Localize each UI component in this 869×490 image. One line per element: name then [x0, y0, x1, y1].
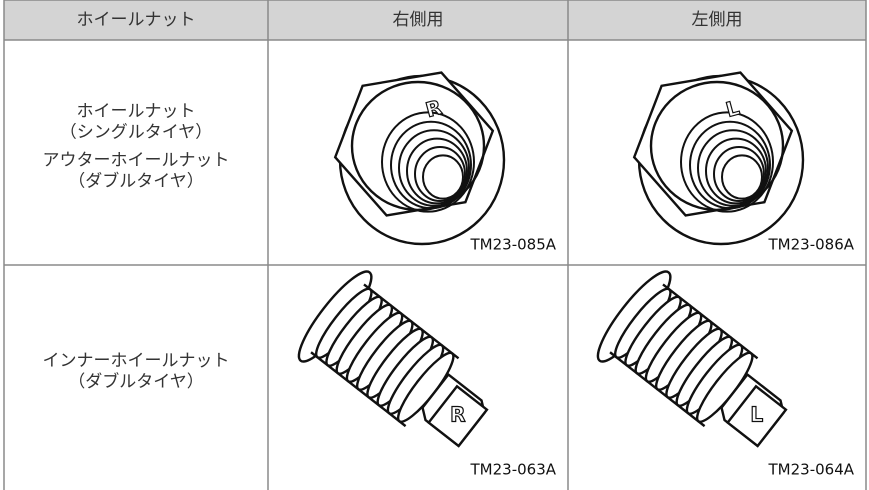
- bolt-edge: [609, 351, 706, 428]
- nut-thread: [406, 137, 468, 205]
- bolt-edge: [363, 283, 460, 360]
- bolt-edge: [310, 351, 407, 428]
- nut-illustration: R: [333, 71, 506, 246]
- bolt-edge: [662, 283, 759, 360]
- row-label: ホイールナット: [77, 102, 196, 122]
- bolt-tip-face: [725, 384, 788, 448]
- bolt-illustration: R: [297, 270, 489, 448]
- row-label: （シングルタイヤ）: [60, 123, 213, 143]
- nut-thread: [721, 154, 763, 200]
- nut-thread: [398, 129, 470, 207]
- row-label: （ダブルタイヤ）: [68, 371, 204, 392]
- figure-code: TM23-085A: [470, 236, 557, 254]
- row-label: インナーホイールナット: [43, 351, 230, 371]
- row-label: アウターホイールナット: [43, 151, 230, 171]
- header-cell: ホイールナット: [77, 10, 196, 30]
- nut-thread: [680, 111, 774, 213]
- nut-illustration: L: [632, 71, 805, 246]
- bolt-mark: L: [750, 403, 763, 427]
- nut-thread: [697, 129, 769, 207]
- nut-hex: [333, 71, 495, 217]
- nut-hex: [632, 71, 794, 217]
- bolt-illustration: L: [596, 270, 788, 448]
- bolt-tip-face: [426, 384, 489, 448]
- figure-code: TM23-063A: [470, 461, 557, 479]
- header-bg: [4, 0, 866, 40]
- nut-thread: [705, 137, 767, 205]
- header-cell: 右側用: [393, 10, 444, 30]
- figure-code: TM23-086A: [768, 236, 855, 254]
- nut-thread: [390, 120, 472, 210]
- nut-thread: [414, 146, 466, 202]
- nut-thread: [422, 154, 464, 200]
- row-label: （ダブルタイヤ）: [68, 171, 204, 192]
- header-cell: 左側用: [692, 10, 743, 30]
- nut-thread: [689, 120, 771, 210]
- table-grid: [3, 0, 867, 490]
- figure-code: TM23-064A: [768, 461, 855, 479]
- bolt-mark: R: [450, 403, 465, 427]
- nut-thread: [713, 146, 765, 202]
- nut-mark: R: [423, 95, 444, 122]
- nut-thread: [381, 111, 475, 213]
